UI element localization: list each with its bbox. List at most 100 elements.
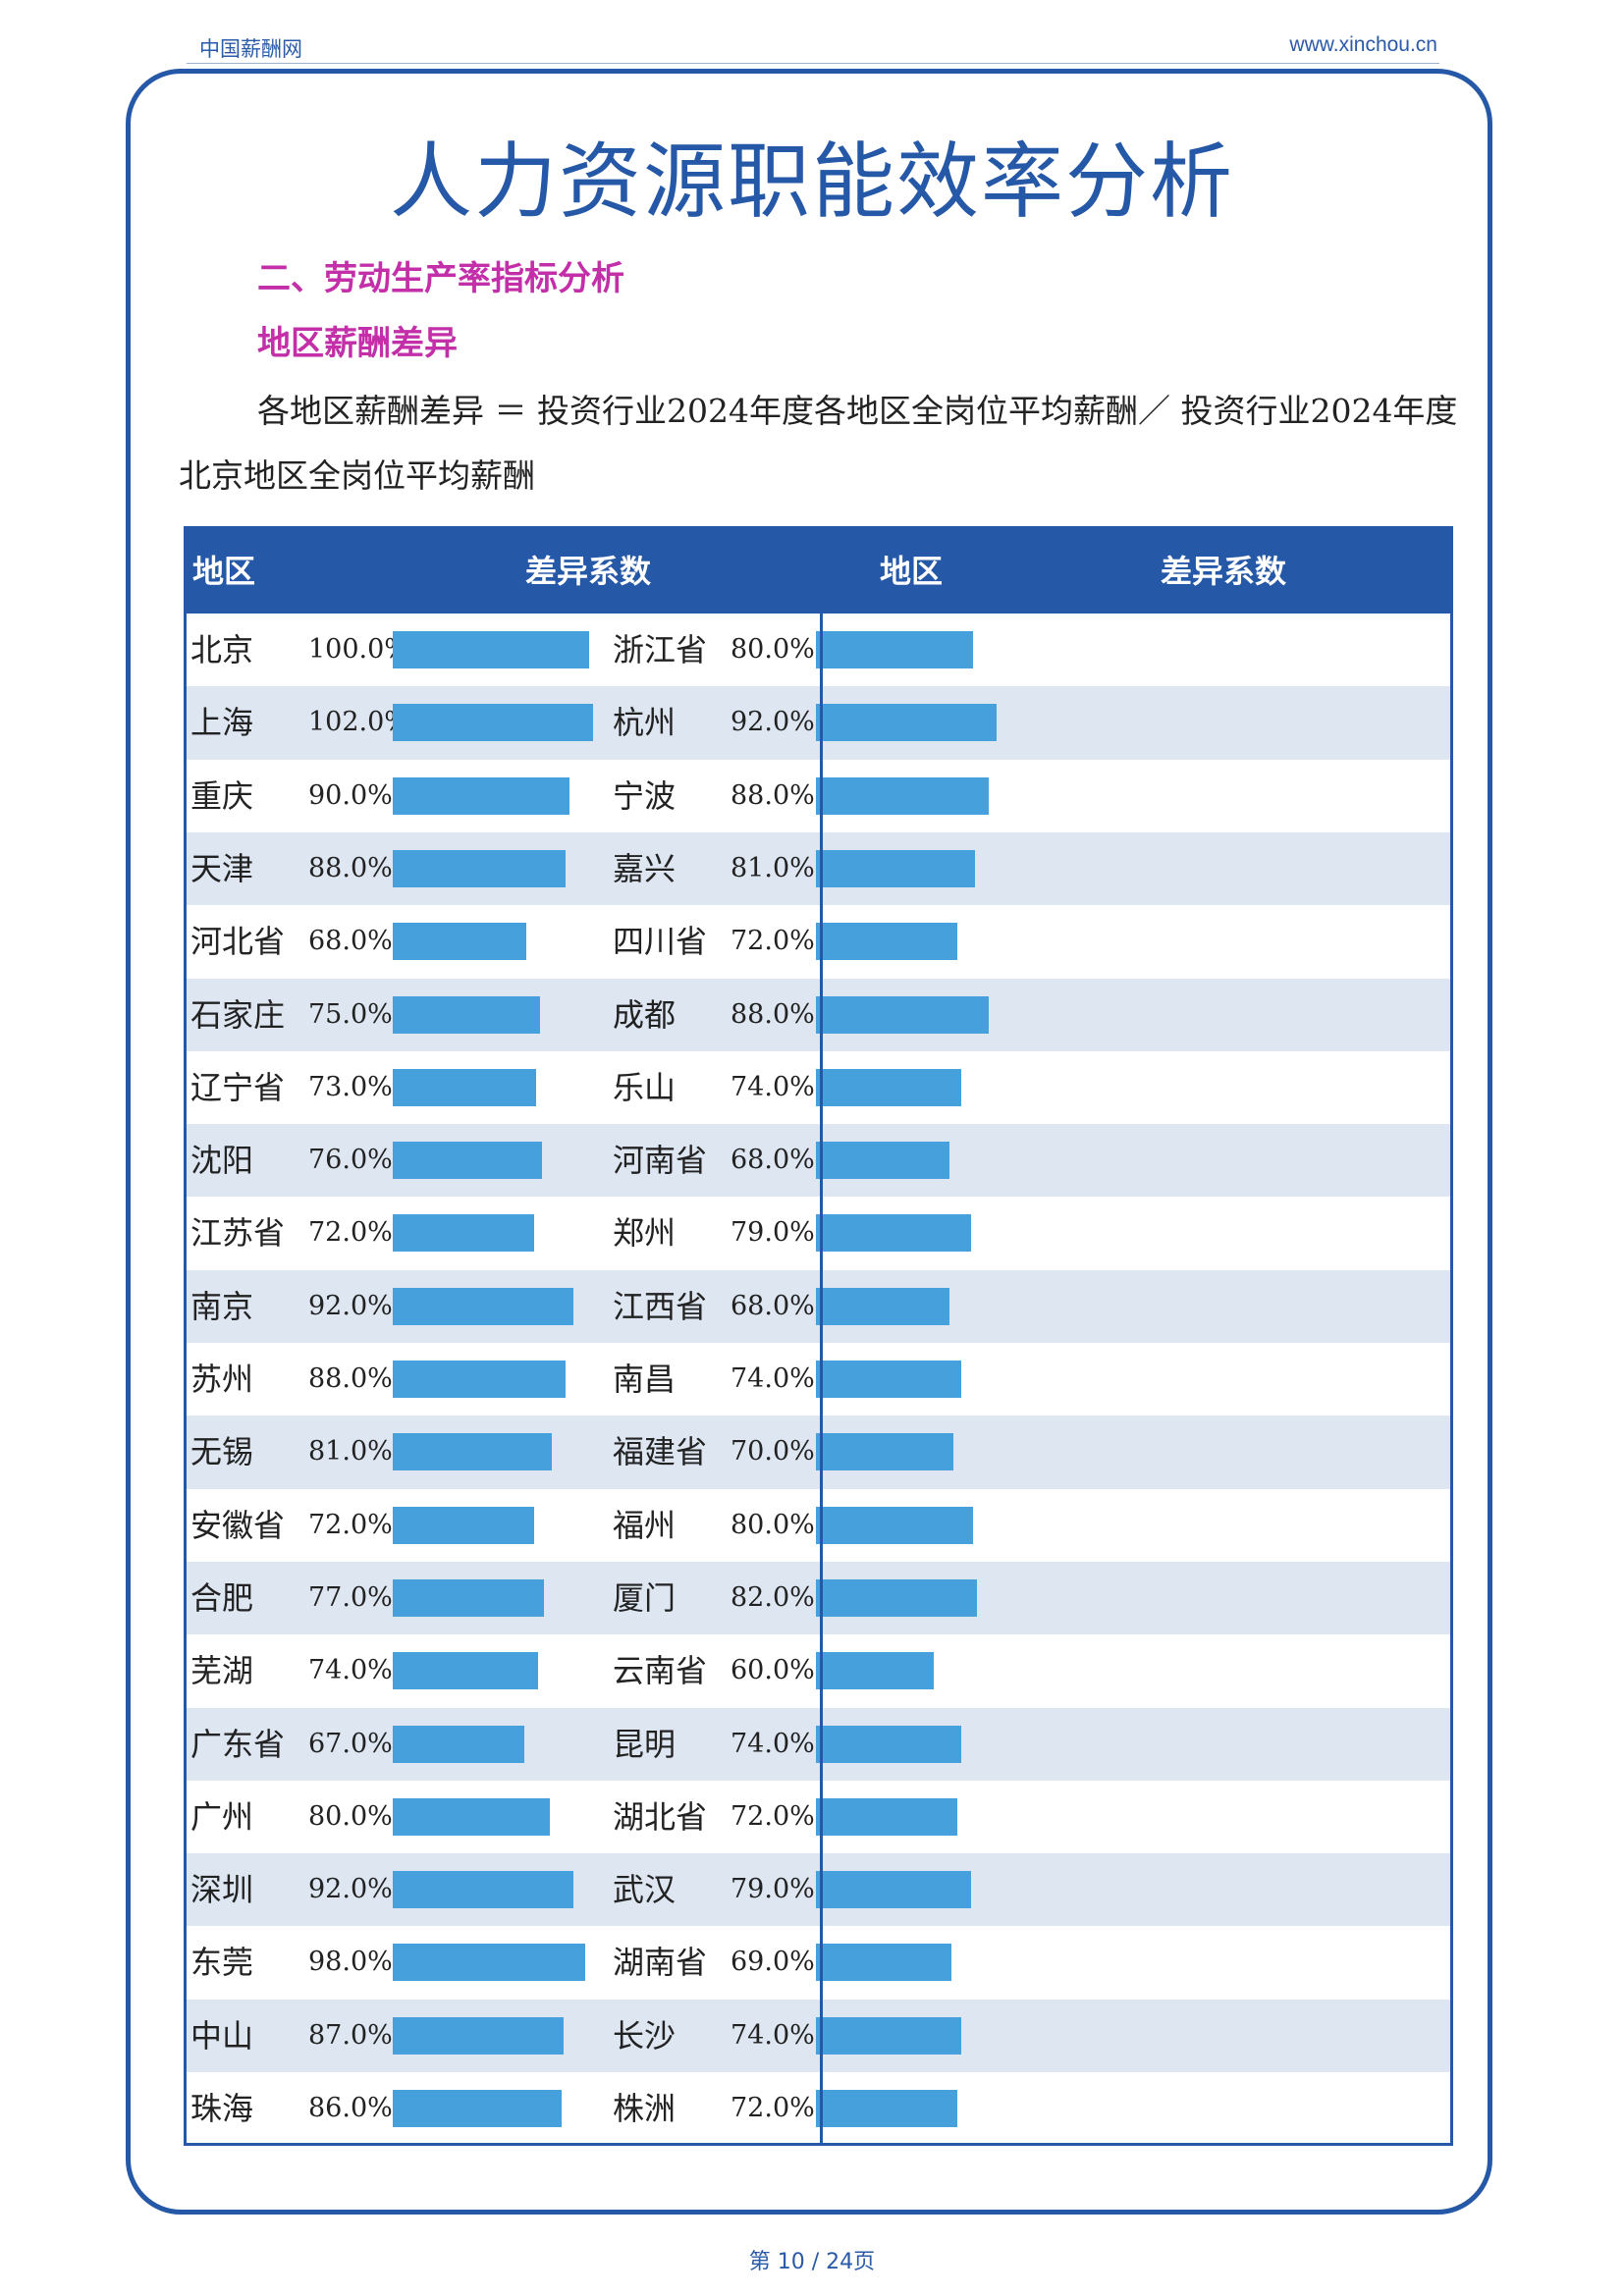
table-row: 江苏省 72.0% 郑州 79.0% — [187, 1197, 1450, 1269]
section-heading: 二、劳动生产率指标分析 — [257, 259, 624, 298]
region-name: 中山 — [190, 2016, 254, 2055]
header-coef-right: 差异系数 — [1161, 553, 1287, 590]
table-row: 珠海 86.0% 株洲 72.0% — [187, 2072, 1450, 2145]
table-row: 南京 92.0% 江西省 68.0% — [187, 1269, 1450, 1343]
region-name: 广东省 — [190, 1725, 286, 1763]
region-name: 南京 — [190, 1287, 254, 1325]
region-name: 厦门 — [613, 1578, 677, 1617]
coefficient-value: 74.0% — [731, 1728, 815, 1759]
region-name: 上海 — [190, 704, 254, 742]
coefficient-value: 88.0% — [731, 998, 815, 1030]
coefficient-bar — [816, 1361, 961, 1398]
coefficient-value: 72.0% — [731, 2093, 815, 2123]
region-name: 四川省 — [613, 923, 708, 961]
region-name: 广州 — [190, 1797, 254, 1836]
table-row: 上海 102.0% 杭州 92.0% — [187, 686, 1450, 760]
coefficient-bar — [816, 1871, 971, 1909]
coefficient-value: 69.0% — [731, 1947, 815, 1978]
region-name: 深圳 — [190, 1871, 254, 1909]
region-name: 江苏省 — [190, 1214, 286, 1253]
coefficient-bar — [393, 1944, 585, 1982]
region-name: 成都 — [613, 995, 677, 1034]
coefficient-value: 77.0% — [308, 1581, 393, 1613]
coefficient-value: 79.0% — [731, 1217, 815, 1249]
header-region-right: 地区 — [880, 553, 944, 590]
coefficient-value: 82.0% — [731, 1581, 815, 1613]
region-name: 浙江省 — [613, 631, 708, 668]
column-divider — [820, 614, 823, 2146]
coefficient-bar — [393, 1142, 542, 1180]
coefficient-bar — [816, 2016, 961, 2055]
coefficient-bar — [816, 1068, 961, 1106]
region-name: 河南省 — [613, 1142, 708, 1180]
region-name: 无锡 — [190, 1433, 254, 1471]
region-difference-table: 地区 差异系数 地区 差异系数 北京 100.0% 浙江省 80.0% 上海 102.0%… — [184, 526, 1453, 2146]
header-coef-left: 差异系数 — [525, 553, 652, 590]
region-name: 云南省 — [613, 1652, 708, 1690]
region-name: 乐山 — [613, 1068, 677, 1106]
region-name: 沈阳 — [190, 1142, 254, 1180]
coefficient-bar — [816, 1578, 977, 1617]
region-name: 杭州 — [613, 704, 677, 742]
coefficient-bar — [816, 923, 957, 961]
coefficient-value: 81.0% — [308, 1436, 393, 1468]
table-row: 沈阳 76.0% 河南省 68.0% — [187, 1124, 1450, 1198]
region-name: 湖北省 — [613, 1797, 708, 1836]
region-name: 宁波 — [613, 776, 677, 815]
coefficient-value: 88.0% — [308, 1363, 393, 1394]
coefficient-bar — [393, 1871, 573, 1909]
table-row: 东莞 98.0% 湖南省 69.0% — [187, 1926, 1450, 1999]
coefficient-bar — [393, 1652, 538, 1690]
coefficient-value: 87.0% — [308, 2019, 393, 2051]
coefficient-value: 72.0% — [731, 1800, 815, 1832]
table-row: 安徽省 72.0% 福州 80.0% — [187, 1489, 1450, 1562]
header-divider — [187, 63, 1439, 64]
coefficient-bar — [816, 704, 997, 742]
coefficient-value: 70.0% — [731, 1436, 815, 1468]
coefficient-bar — [816, 1287, 949, 1325]
coefficient-bar — [393, 1797, 550, 1836]
coefficient-bar — [816, 1142, 949, 1180]
table-row: 辽宁省 73.0% 乐山 74.0% — [187, 1051, 1450, 1124]
coefficient-bar — [816, 631, 973, 668]
formula-paragraph: 各地区薪酬差异 ＝ 投资行业2024年度各地区全岗位平均薪酬／ 投资行业2024… — [179, 392, 1458, 495]
coefficient-bar — [816, 1214, 971, 1253]
coefficient-value: 81.0% — [731, 852, 815, 883]
region-name: 长沙 — [613, 2016, 677, 2055]
coefficient-bar — [393, 1361, 566, 1398]
coefficient-bar — [393, 1433, 552, 1471]
region-name: 合肥 — [190, 1578, 254, 1617]
coefficient-value: 98.0% — [308, 1947, 393, 1978]
coefficient-value: 79.0% — [731, 1874, 815, 1905]
coefficient-value: 72.0% — [731, 926, 815, 957]
region-name: 昆明 — [613, 1725, 677, 1763]
region-name: 武汉 — [613, 1871, 677, 1909]
coefficient-bar — [393, 1725, 524, 1763]
coefficient-bar — [816, 1725, 961, 1763]
table-row: 深圳 92.0% 武汉 79.0% — [187, 1853, 1450, 1927]
region-name: 珠海 — [190, 2090, 254, 2127]
region-name: 天津 — [190, 849, 254, 887]
page-title: 人力资源职能效率分析 — [389, 133, 1234, 230]
coefficient-value: 68.0% — [308, 926, 393, 957]
coefficient-bar — [816, 1506, 973, 1544]
coefficient-value: 92.0% — [308, 1290, 393, 1321]
coefficient-value: 68.0% — [731, 1290, 815, 1321]
coefficient-value: 76.0% — [308, 1145, 393, 1176]
region-name: 北京 — [190, 631, 254, 668]
coefficient-bar — [816, 776, 989, 815]
table-row: 石家庄 75.0% 成都 88.0% — [187, 978, 1450, 1051]
coefficient-bar — [393, 631, 589, 668]
region-name: 郑州 — [613, 1214, 677, 1253]
site-url[interactable]: www.xinchou.cn — [1289, 33, 1437, 56]
subsection-heading: 地区薪酬差异 — [257, 324, 458, 363]
coefficient-value: 90.0% — [308, 779, 393, 811]
page-number: 第 10 / 24页 — [748, 2250, 876, 2274]
coefficient-value: 100.0% — [308, 634, 409, 665]
coefficient-bar — [816, 1652, 934, 1690]
coefficient-bar — [393, 2016, 564, 2055]
table-row: 广东省 67.0% 昆明 74.0% — [187, 1707, 1450, 1781]
coefficient-value: 67.0% — [308, 1728, 393, 1759]
coefficient-bar — [816, 849, 975, 887]
coefficient-value: 80.0% — [731, 634, 815, 665]
